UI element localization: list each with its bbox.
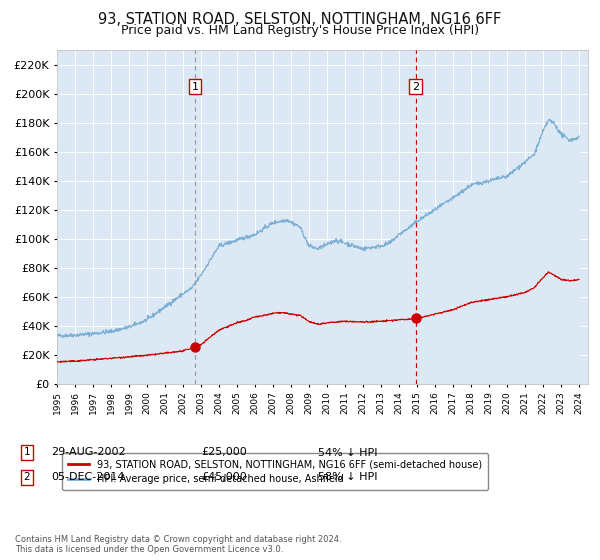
Text: 1: 1 [191, 82, 199, 92]
Text: £25,000: £25,000 [201, 447, 247, 458]
Text: Contains HM Land Registry data © Crown copyright and database right 2024.
This d: Contains HM Land Registry data © Crown c… [15, 535, 341, 554]
Text: 1: 1 [23, 447, 31, 458]
Legend: 93, STATION ROAD, SELSTON, NOTTINGHAM, NG16 6FF (semi-detached house), HPI: Aver: 93, STATION ROAD, SELSTON, NOTTINGHAM, N… [62, 454, 488, 490]
Text: 05-DEC-2014: 05-DEC-2014 [51, 472, 125, 482]
Text: 93, STATION ROAD, SELSTON, NOTTINGHAM, NG16 6FF: 93, STATION ROAD, SELSTON, NOTTINGHAM, N… [98, 12, 502, 27]
Text: 54% ↓ HPI: 54% ↓ HPI [318, 447, 377, 458]
Text: 58% ↓ HPI: 58% ↓ HPI [318, 472, 377, 482]
Text: 29-AUG-2002: 29-AUG-2002 [51, 447, 125, 458]
Text: Price paid vs. HM Land Registry's House Price Index (HPI): Price paid vs. HM Land Registry's House … [121, 24, 479, 37]
Text: 2: 2 [412, 82, 419, 92]
Text: 2: 2 [23, 472, 31, 482]
Text: £45,000: £45,000 [201, 472, 247, 482]
